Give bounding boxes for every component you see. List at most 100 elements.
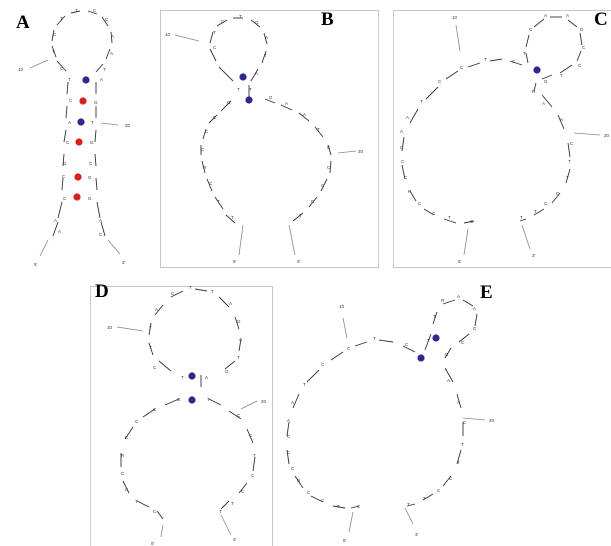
base-letter: C [53,32,57,37]
panel-label: B [321,9,334,30]
base-letter: C [347,346,351,351]
base-letter: T [237,87,240,92]
panel-c-guides [455,24,601,256]
base-letter: T [534,209,537,214]
base-letter: C [135,419,139,424]
base-letter: C [357,504,361,509]
base-letter: C [93,8,97,13]
base-letter: A [110,51,113,56]
base-letter: C [400,145,404,150]
position-20-label: 20 [125,123,131,128]
base-letter: A [229,301,232,306]
base-letter: C [89,161,93,166]
blue-pair-dot [188,372,196,380]
base-letter: A [447,378,450,383]
red-pair-dot [74,173,82,181]
five-prime-label: 5' [34,262,38,267]
panel-e-bases: T T R A A C C G C T C C T A A C C C R C C T C A A C T… [287,294,477,509]
position-20-label: 20 [358,149,364,154]
base-letter: T [317,127,320,132]
panel-b-guides [174,34,357,256]
panel-c: T C A A G C C T G R C T C C T A A C C C R C C T C A A… [393,9,611,268]
base-letter: A [400,129,403,134]
base-letter: G [90,140,94,145]
base-letter: T [253,453,256,458]
panel-label: D [95,281,109,302]
base-letter: G [255,20,259,25]
base-letter: C [405,342,409,347]
base-letter: C [437,488,441,493]
base-letter: A [285,101,288,106]
panel-d-top-loop [148,288,242,387]
position-10-label: 10 [165,32,171,37]
base-letter: C [321,183,325,188]
panel-c-bases: T C A A G C C T G R C T C C T A A C C C R C C T C A A… [400,13,586,224]
base-letter: C [556,191,560,196]
base-letter: C [438,79,442,84]
panel-e: T T R A A C C G C T C C T A A C C C R C C T C A A C T… [277,282,512,545]
base-letter: C [449,476,453,481]
red-pair-dot [79,97,87,105]
blue-pair-dot [533,66,541,74]
base-letter: R [121,453,125,458]
base-letter: C [529,27,533,32]
base-letter: T [448,215,451,220]
base-letter: G [177,397,181,402]
three-prime-label: 3' [297,259,301,264]
base-letter: A [544,13,547,18]
base-letter: G [88,175,92,180]
base-letter: R [408,189,412,194]
base-letter: T [420,99,423,104]
base-letter: A [457,294,460,299]
base-letter: A [560,117,563,122]
base-letter: C [221,19,225,24]
position-20-label: 20 [261,399,267,404]
base-letter: C [470,219,474,224]
base-letter: T [217,199,220,204]
base-letter: C [404,175,408,180]
base-letter: G [445,352,449,357]
panel-b-structure: C T C T G A T A T T G C C C R C T T G A A T C C C C T… [165,14,364,264]
base-letter: T [181,375,184,380]
position-10-label: 10 [18,67,24,72]
base-letter: T [60,16,63,21]
base-letter: T [189,285,192,290]
base-letter: A [54,218,57,223]
base-letter: C [99,232,103,237]
base-letter: C [432,211,436,216]
panel-d-guides [116,326,258,538]
base-letter: A [205,375,208,380]
base-letter: C [125,435,129,440]
base-letter: C [287,450,291,455]
base-letter: G [63,161,67,166]
panel-e-small-loop [424,299,478,359]
base-letter: C [321,362,325,367]
panel-c-large-loop [401,58,571,224]
base-letter: T [407,502,410,507]
base-letter: G [269,95,273,100]
three-prime-label: 3' [233,537,237,542]
base-letter: A [265,35,268,40]
base-letter: C [213,115,217,120]
base-letter: T [219,509,222,514]
base-letter: T [249,87,252,92]
base-letter: C [311,199,315,204]
five-prime-label: 5' [233,259,237,264]
base-letter: T [135,499,138,504]
three-prime-label: 3' [415,532,419,537]
base-letter: T [560,73,563,78]
base-letter: T [337,504,340,509]
base-letter: T [213,30,216,35]
base-letter: T [457,460,460,465]
base-letter: A [155,307,158,312]
base-letter: G [544,79,548,84]
panel-b: C T C T G A T A T T G C C C R C T T G A A T C C C C T… [160,9,379,268]
base-letter: R [532,89,536,94]
panel-c-pairs [533,66,541,74]
position-10-label: 10 [452,15,458,20]
panel-d-bases: C T T A C T T A G A T G T A G T C C C R C C T C C C T… [121,285,256,514]
position-20-label: 20 [489,418,495,423]
base-letter: C [327,145,331,150]
base-letter: A [406,115,409,120]
base-letter: G [88,196,92,201]
